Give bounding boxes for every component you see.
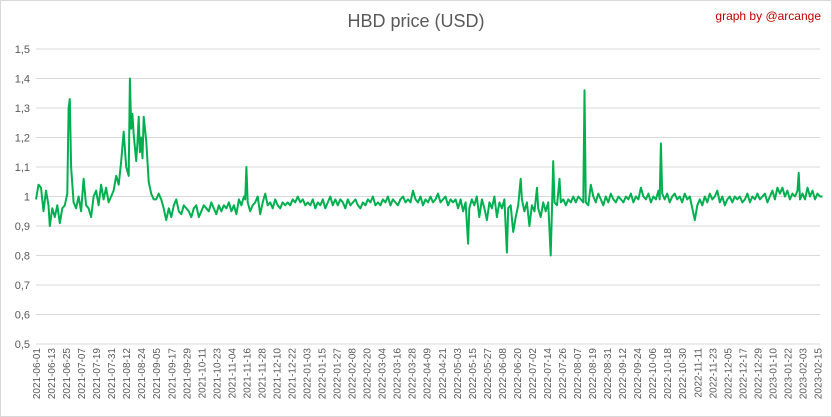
x-tick-label: 2022-08-31 [603,348,614,400]
y-tick-label: 1,3 [15,103,30,115]
x-tick-label: 2022-10-30 [678,348,689,400]
x-tick-label: 2022-11-23 [708,348,719,399]
x-tick-label: 2021-12-22 [287,348,298,400]
x-tick-label: 2022-12-05 [723,348,734,400]
y-tick-label: 1,2 [15,133,30,145]
x-tick-label: 2021-06-13 [47,348,58,400]
x-tick-label: 2022-09-12 [618,348,629,400]
x-tick-label: 2022-10-06 [648,348,659,400]
x-tick-label: 2022-06-20 [513,348,524,400]
x-tick-label: 2022-05-27 [483,348,494,400]
x-tick-label: 2022-03-16 [393,348,404,400]
x-tick-label: 2022-02-20 [363,348,374,400]
x-axis-ticks: 2021-06-01 2021-06-13 2021-06-25 2021-07-07… [32,348,824,400]
series-line-hbd-price [35,77,823,257]
x-tick-label: 2022-11-11 [693,348,704,398]
x-tick-label: 2022-07-26 [558,348,569,400]
x-tick-label: 2022-04-09 [423,348,434,400]
x-tick-label: 2022-06-08 [498,348,509,400]
y-tick-label: 1,5 [15,44,30,56]
x-tick-label: 2021-07-31 [107,348,118,400]
x-tick-label: 2022-01-15 [318,348,329,400]
x-tick-label: 2021-07-19 [92,348,103,400]
x-tick-label: 2022-07-02 [528,348,539,400]
x-tick-label: 2022-04-21 [438,348,449,400]
x-tick-label: 2022-07-14 [543,348,554,400]
x-tick-label: 2022-08-19 [588,348,599,400]
x-tick-label: 2021-11-04 [227,348,238,399]
x-tick-label: 2022-08-07 [573,348,584,400]
x-tick-label: 2022-05-15 [468,348,479,400]
series-layer [35,77,823,257]
x-tick-label: 2021-08-24 [137,348,148,400]
y-tick-label: 0,9 [15,221,30,233]
x-tick-label: 2023-01-10 [768,348,779,400]
y-tick-label: 0,5 [15,339,30,351]
chart-credit: graph by @arcange [715,9,821,23]
x-tick-label: 2022-05-03 [453,348,464,400]
y-axis-ticks: 0,5 0,6 0,7 0,8 0,9 1 1,1 1,2 1,3 1,4 1,5 [15,44,30,351]
x-tick-label: 2022-03-04 [378,348,389,400]
x-tick-label: 2023-01-22 [783,348,794,400]
x-tick-label: 2021-09-05 [152,348,163,400]
y-tick-label: 1,4 [15,74,30,86]
y-tick-label: 1 [24,192,30,204]
x-tick-label: 2022-02-08 [348,348,359,400]
x-tick-label: 2022-03-28 [408,348,419,400]
y-tick-label: 0,6 [15,310,30,322]
x-tick-label: 2023-02-03 [798,348,809,400]
y-tick-label: 0,7 [15,280,30,292]
x-tick-label: 2022-09-24 [633,348,644,400]
y-tick-label: 1,1 [15,162,30,174]
x-tick-label: 2021-11-16 [242,348,253,399]
x-tick-label: 2021-06-25 [62,348,73,400]
chart-title: HBD price (USD) [347,11,485,31]
grid-lines [36,48,820,345]
x-tick-label: 2021-09-29 [182,348,193,400]
x-tick-label: 2023-02-15 [813,348,824,400]
x-tick-label: 2022-12-17 [738,348,749,400]
x-tick-label: 2021-06-01 [32,348,43,400]
x-tick-label: 2021-11-28 [257,348,268,399]
x-tick-label: 2022-10-18 [663,348,674,400]
x-tick-label: 2022-01-03 [303,348,314,400]
x-tick-label: 2021-07-07 [77,348,88,400]
x-tick-label: 2022-01-27 [333,348,344,400]
x-tick-label: 2021-12-10 [272,348,283,400]
x-tick-label: 2021-08-12 [122,348,133,400]
x-tick-label: 2021-10-11 [197,348,208,399]
x-tick-label: 2022-12-29 [753,348,764,400]
y-tick-label: 0,8 [15,251,30,263]
x-tick-label: 2021-10-23 [212,348,223,400]
x-tick-label: 2021-09-17 [167,348,178,400]
